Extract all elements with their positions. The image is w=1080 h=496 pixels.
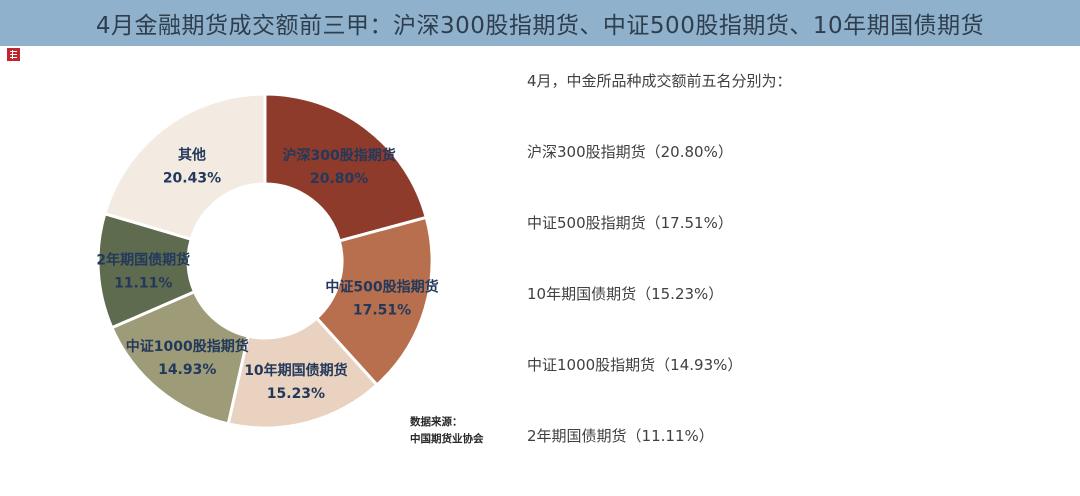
info-item: 2年期国债期货（11.11%） — [527, 427, 714, 445]
source-value: 中国期货业协会 — [410, 433, 484, 445]
pie-slice — [109, 289, 250, 426]
slice-value-label: 14.93% — [158, 362, 216, 378]
slice-name-label: 10年期国债期货 — [244, 362, 347, 379]
pie-slice — [314, 215, 434, 388]
info-item: 沪深300股指期货（20.80%） — [527, 143, 733, 161]
info-item: 中证1000股指期货（14.93%） — [527, 356, 743, 374]
info-item: 中证500股指期货（17.51%） — [527, 214, 733, 232]
slice-name-label: 其他 — [178, 146, 206, 163]
logo-icon — [7, 48, 20, 61]
slice-value-label: 15.23% — [267, 386, 325, 402]
info-panel: 4月，中金所品种成交额前五名分别为： 沪深300股指期货（20.80%） 中证5… — [527, 70, 1067, 496]
slice-value-label: 17.51% — [353, 302, 411, 318]
slice-value-label: 20.80% — [310, 171, 368, 187]
slice-value-label: 20.43% — [163, 170, 221, 186]
info-item: 10年期国债期货（15.23%） — [527, 285, 724, 303]
donut-labels: 沪深300股指期货 20.80% 中证500股指期货 17.51% 10年期国债期货 15… — [96, 146, 438, 402]
slice-name-label: 沪深300股指期货 — [283, 147, 396, 164]
slice-name-label: 2年期国债期货 — [96, 252, 190, 269]
donut-chart: 沪深300股指期货 20.80% 中证500股指期货 17.51% 10年期国债期货 15… — [96, 92, 439, 430]
page-title: 4月金融期货成交额前三甲：沪深300股指期货、中证500股指期货、10年期国债期… — [95, 13, 985, 39]
data-source: 数据来源： 中国期货业协会 — [410, 414, 484, 448]
pie-slice — [263, 92, 429, 243]
pie-slice — [102, 92, 267, 242]
slice-name-label: 中证1000股指期货 — [126, 338, 249, 355]
info-intro: 4月，中金所品种成交额前五名分别为： — [527, 72, 792, 90]
slice-value-label: 11.11% — [114, 276, 172, 292]
source-label: 数据来源： — [410, 416, 463, 428]
slice-name-label: 中证500股指期货 — [325, 278, 438, 295]
title-bar: 4月金融期货成交额前三甲：沪深300股指期货、中证500股指期货、10年期国债期… — [0, 0, 1080, 46]
donut-slices — [96, 92, 434, 430]
